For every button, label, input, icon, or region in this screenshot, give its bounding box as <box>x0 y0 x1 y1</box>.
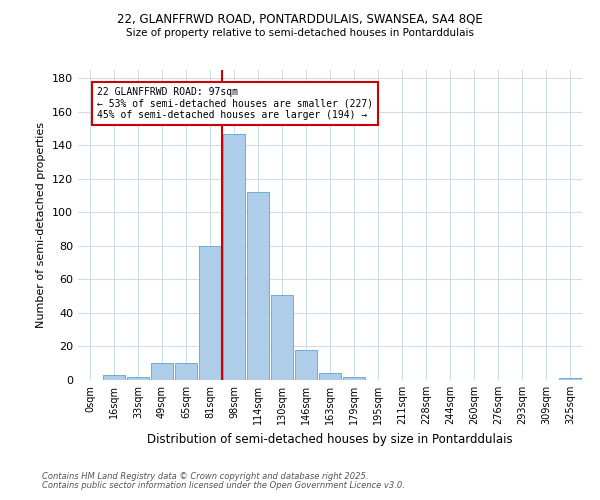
X-axis label: Distribution of semi-detached houses by size in Pontarddulais: Distribution of semi-detached houses by … <box>147 432 513 446</box>
Bar <box>343 376 365 380</box>
Text: 22, GLANFFRWD ROAD, PONTARDDULAIS, SWANSEA, SA4 8QE: 22, GLANFFRWD ROAD, PONTARDDULAIS, SWANS… <box>117 12 483 26</box>
Bar <box>151 363 173 380</box>
Text: Contains HM Land Registry data © Crown copyright and database right 2025.: Contains HM Land Registry data © Crown c… <box>42 472 368 481</box>
Bar <box>271 294 293 380</box>
Bar <box>175 363 197 380</box>
Bar <box>247 192 269 380</box>
Bar <box>199 246 221 380</box>
Bar <box>559 378 581 380</box>
Bar <box>103 375 125 380</box>
Bar <box>223 134 245 380</box>
Bar <box>127 376 149 380</box>
Bar <box>295 350 317 380</box>
Text: 22 GLANFFRWD ROAD: 97sqm
← 53% of semi-detached houses are smaller (227)
45% of : 22 GLANFFRWD ROAD: 97sqm ← 53% of semi-d… <box>97 87 373 120</box>
Text: Contains public sector information licensed under the Open Government Licence v3: Contains public sector information licen… <box>42 481 405 490</box>
Text: Size of property relative to semi-detached houses in Pontarddulais: Size of property relative to semi-detach… <box>126 28 474 38</box>
Bar <box>319 374 341 380</box>
Y-axis label: Number of semi-detached properties: Number of semi-detached properties <box>37 122 46 328</box>
